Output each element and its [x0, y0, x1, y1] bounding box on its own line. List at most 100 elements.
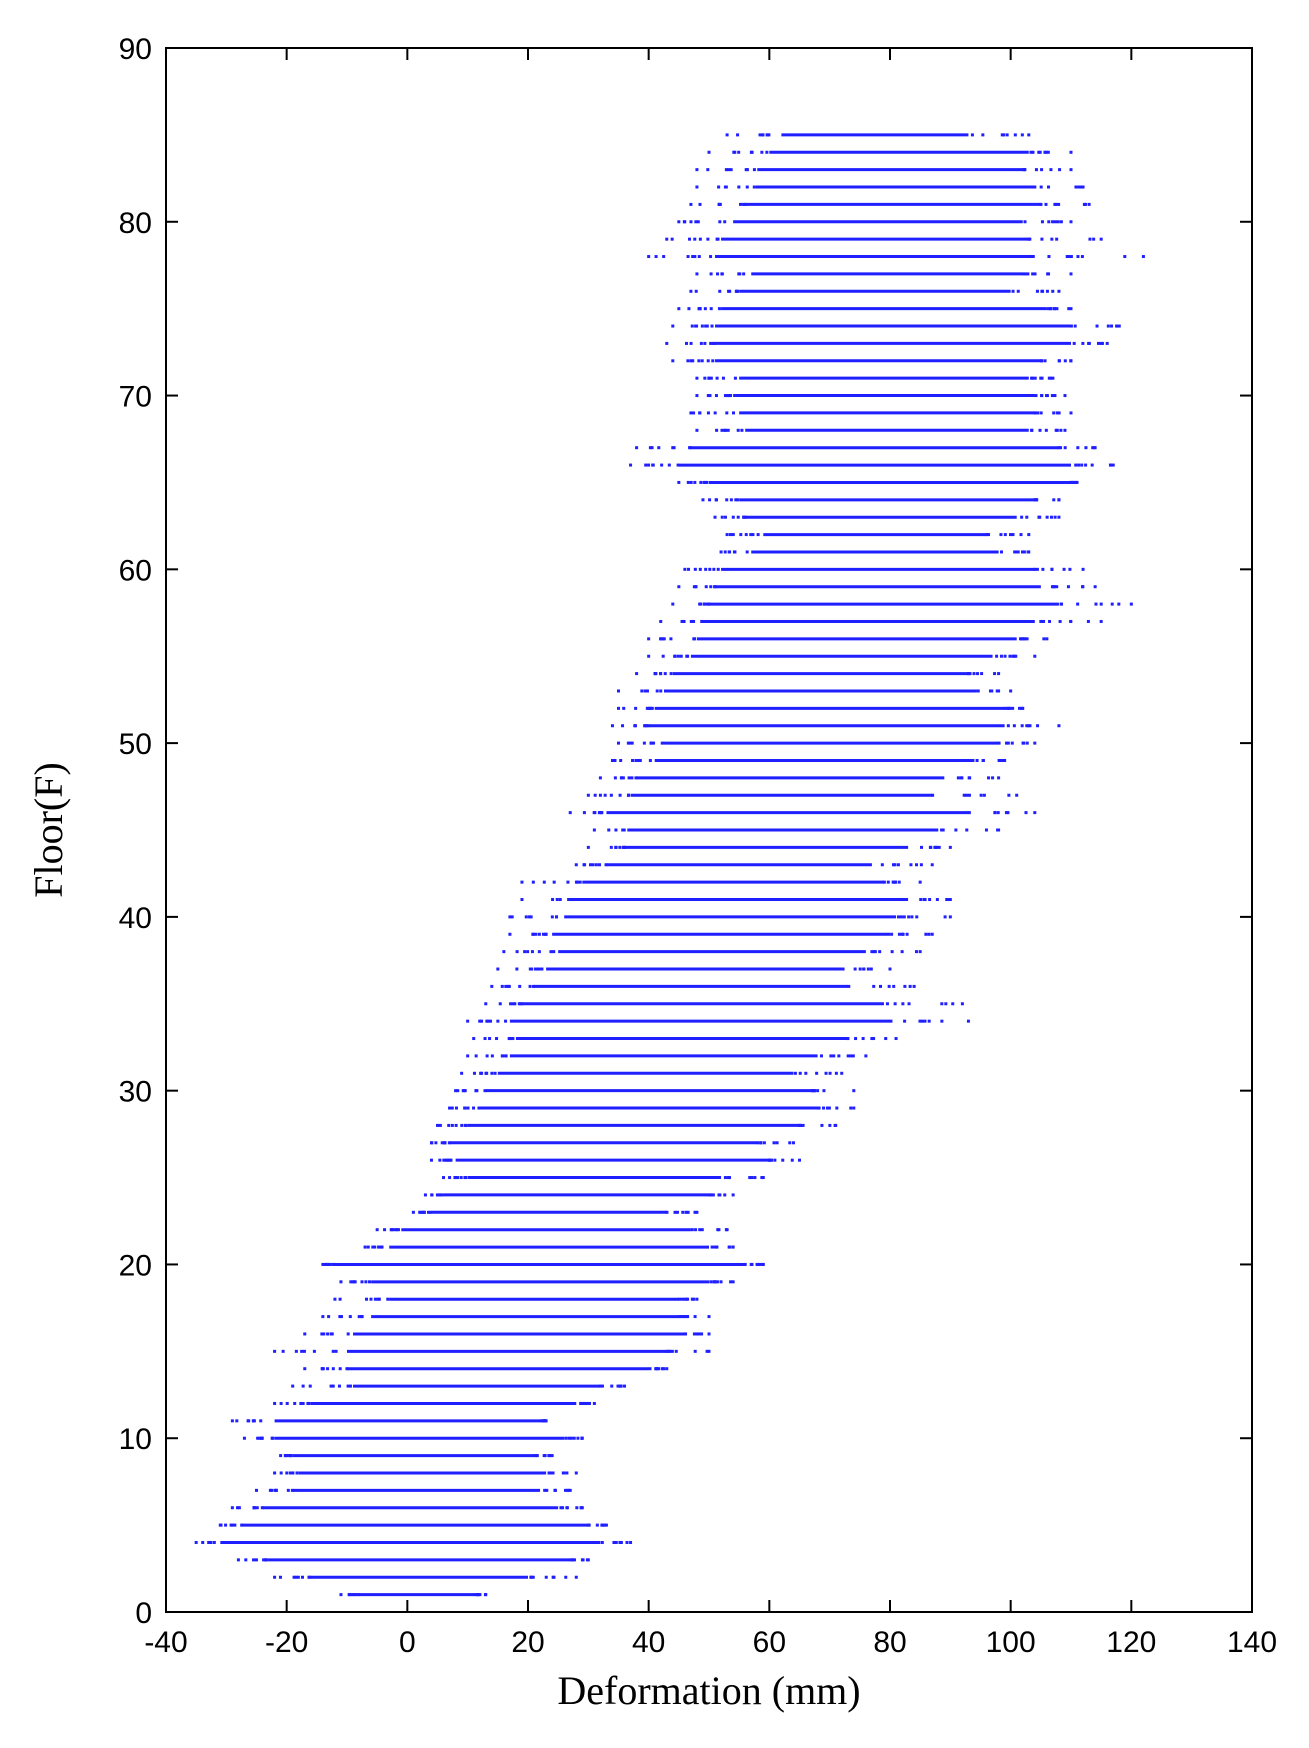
- data-point: [511, 1037, 515, 1041]
- data-point: [1049, 168, 1053, 172]
- data-point: [529, 1575, 533, 1579]
- data-point: [328, 1262, 332, 1266]
- data-point: [552, 880, 556, 884]
- data-point: [484, 1071, 488, 1075]
- data-point: [692, 585, 696, 589]
- data-point: [1020, 133, 1024, 137]
- data-point: [622, 845, 626, 849]
- data-point: [997, 776, 1001, 780]
- data-point: [693, 567, 697, 571]
- data-point: [717, 185, 721, 189]
- data-point: [235, 1419, 239, 1423]
- floor-row: [508, 932, 934, 936]
- data-point: [396, 1228, 400, 1232]
- data-point: [985, 533, 989, 537]
- data-point: [914, 863, 918, 867]
- data-point: [438, 1158, 442, 1162]
- floor-row: [617, 741, 1037, 745]
- data-point: [568, 811, 572, 815]
- data-point: [665, 237, 669, 241]
- data-point: [1074, 463, 1078, 467]
- data-point: [933, 845, 937, 849]
- data-point: [285, 1471, 289, 1475]
- data-point: [1077, 463, 1081, 467]
- data-point: [1016, 550, 1020, 554]
- data-point: [827, 1106, 831, 1110]
- data-point: [476, 1593, 480, 1597]
- data-point: [294, 1349, 298, 1353]
- data-point: [320, 1332, 324, 1336]
- data-point: [890, 932, 894, 936]
- data-point: [520, 1002, 524, 1006]
- data-point: [733, 376, 737, 380]
- data-point: [568, 1488, 572, 1492]
- data-point: [308, 1384, 312, 1388]
- data-point: [634, 758, 638, 762]
- data-point: [708, 394, 712, 398]
- data-point: [247, 1419, 251, 1423]
- data-point: [621, 828, 625, 832]
- data-point: [1057, 515, 1061, 519]
- data-point: [1049, 515, 1053, 519]
- data-point: [681, 1210, 685, 1214]
- data-point: [709, 307, 713, 311]
- plot-frame: [165, 47, 1253, 1613]
- data-point: [659, 689, 663, 693]
- data-point: [604, 1523, 608, 1527]
- data-point: [638, 758, 642, 762]
- data-point: [434, 1141, 438, 1145]
- data-point: [285, 1401, 289, 1405]
- data-point: [761, 133, 765, 137]
- data-point: [715, 428, 719, 432]
- data-point: [1042, 619, 1046, 623]
- data-point: [513, 1002, 517, 1006]
- floor-row: [689, 289, 1061, 293]
- data-point: [723, 1176, 727, 1180]
- data-point: [1123, 255, 1127, 259]
- data-point: [685, 654, 689, 658]
- data-point: [618, 1540, 622, 1544]
- data-point: [258, 1436, 262, 1440]
- data-point: [708, 498, 712, 502]
- data-point: [651, 463, 655, 467]
- data-point: [242, 1436, 246, 1440]
- data-point: [1069, 359, 1073, 363]
- data-point: [1040, 168, 1044, 172]
- floor-row: [586, 793, 1019, 797]
- data-point: [753, 1176, 757, 1180]
- data-point: [661, 654, 665, 658]
- data-point: [692, 619, 696, 623]
- floor-row: [454, 1089, 856, 1093]
- data-point: [500, 984, 504, 988]
- data-point: [1048, 619, 1052, 623]
- data-point: [822, 1089, 826, 1093]
- data-point: [1005, 133, 1009, 137]
- data-point: [729, 498, 733, 502]
- data-point: [853, 967, 857, 971]
- data-point: [1043, 150, 1047, 154]
- data-point: [1057, 202, 1061, 206]
- data-point: [212, 1540, 216, 1544]
- data-point: [580, 1401, 584, 1405]
- data-point: [687, 307, 691, 311]
- data-point: [346, 1332, 350, 1336]
- data-point: [1047, 255, 1051, 259]
- data-point: [644, 463, 648, 467]
- data-point: [846, 1037, 850, 1041]
- data-point: [718, 1193, 722, 1197]
- data-point: [229, 1523, 233, 1527]
- floor-row: [725, 133, 1031, 137]
- data-point: [582, 811, 586, 815]
- data-point: [348, 1593, 352, 1597]
- data-point: [1007, 706, 1011, 710]
- data-point: [709, 585, 713, 589]
- data-point: [508, 932, 512, 936]
- data-point: [667, 1349, 671, 1353]
- data-point: [300, 1575, 304, 1579]
- data-point: [759, 1141, 763, 1145]
- data-point: [474, 1054, 478, 1058]
- floor-row: [363, 1245, 735, 1249]
- data-point: [219, 1523, 223, 1527]
- data-point: [531, 1575, 535, 1579]
- floor-row: [230, 1419, 548, 1423]
